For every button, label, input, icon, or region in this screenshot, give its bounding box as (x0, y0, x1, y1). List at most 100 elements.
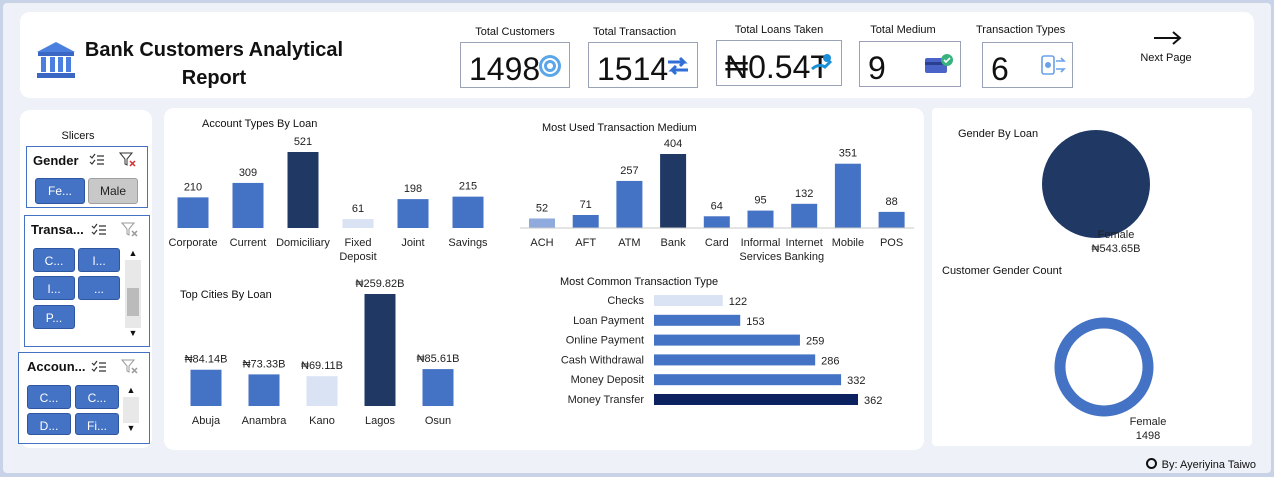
bar (616, 180, 643, 228)
category-label: Deposit (339, 251, 376, 263)
slicer-item[interactable]: C... (33, 248, 75, 272)
data-label: 88 (885, 196, 897, 208)
bank-icon (34, 40, 78, 80)
bar (364, 294, 396, 406)
data-label: 210 (184, 181, 202, 193)
slicer-item[interactable]: I... (33, 276, 75, 300)
slicer-item[interactable]: D... (27, 413, 71, 435)
next-page-arrow-icon[interactable] (1152, 28, 1184, 48)
category-label: Informal (741, 237, 781, 249)
clear-filter-icon[interactable] (118, 152, 137, 173)
bar (747, 210, 774, 228)
category-label: Abuja (192, 415, 221, 427)
category-label: Mobile (832, 237, 864, 249)
category-label: Money Transfer (568, 394, 645, 406)
category-label: ATM (618, 237, 640, 249)
page-title-line1: Bank Customers Analytical (84, 39, 344, 61)
category-label: Services (739, 251, 782, 263)
data-label: ₦73.33B (243, 358, 286, 370)
bar (878, 211, 905, 228)
top-cities-chart: ₦84.14B Abuja ₦73.33B Anambra ₦69.11B Kano ₦25… (185, 278, 460, 427)
kpi-value: 1498 (469, 51, 541, 87)
transaction-slicer-label: Transa... (31, 222, 84, 237)
slicer-item-male[interactable]: Male (88, 178, 138, 204)
slice-category-label: Female (1130, 416, 1167, 428)
data-label: 198 (404, 183, 422, 195)
data-label: 61 (352, 203, 364, 215)
data-label: 259 (806, 336, 824, 348)
slicer-item-female[interactable]: Fe... (35, 178, 85, 204)
category-label: Money Deposit (571, 374, 644, 386)
chart-title-transaction-medium: Most Used Transaction Medium (542, 122, 697, 134)
multi-select-icon[interactable] (91, 360, 107, 379)
category-label: Savings (448, 237, 488, 249)
data-label: ₦259.82B (356, 278, 405, 290)
kpi-value: 9 (868, 50, 886, 86)
category-label: Checks (607, 295, 644, 307)
slicers-title: Slicers (61, 130, 95, 142)
bar (703, 216, 730, 228)
scroll-thumb[interactable] (127, 288, 139, 316)
data-label: 362 (864, 395, 882, 407)
slice-value-label: 1498 (1136, 430, 1160, 442)
category-label: ACH (530, 237, 553, 249)
category-label: Fixed (345, 237, 372, 249)
scroll-down-icon[interactable]: ▼ (125, 328, 141, 340)
slicer-item[interactable]: C... (27, 385, 71, 409)
clear-filter-icon[interactable] (120, 359, 139, 380)
data-label: 95 (754, 195, 766, 207)
bar (654, 394, 858, 405)
kpi-label-total-loans: Total Loans Taken (734, 24, 824, 36)
kpi-label-total-customers: Total Customers (475, 26, 555, 38)
bar (660, 154, 687, 228)
bar (422, 369, 454, 406)
slicer-item[interactable]: I... (78, 248, 120, 272)
category-label: Loan Payment (573, 315, 644, 327)
bar (834, 163, 861, 228)
slicer-scrollbar[interactable]: ▲ ▼ (125, 248, 141, 340)
data-label: ₦85.61B (417, 353, 460, 365)
slicer-item[interactable]: C... (75, 385, 119, 409)
slice-category-label: Female (1098, 229, 1135, 241)
bar (654, 295, 723, 306)
multi-select-icon[interactable] (91, 223, 107, 242)
donut-slice (1054, 317, 1154, 417)
multi-select-icon[interactable] (89, 153, 105, 172)
data-label: ₦84.14B (185, 354, 228, 366)
category-label: Online Payment (566, 335, 644, 347)
data-label: 215 (459, 181, 477, 193)
slicer-item[interactable]: P... (33, 305, 75, 329)
data-label: 122 (729, 296, 747, 308)
transaction-slicer: Transa... C... I... I... ... P... ▲ ▼ (24, 215, 150, 347)
category-label: Bank (661, 237, 687, 249)
scroll-up-icon[interactable]: ▲ (123, 385, 139, 397)
next-page-button[interactable]: Next Page (1140, 52, 1192, 64)
scroll-up-icon[interactable]: ▲ (125, 248, 141, 260)
bar (177, 197, 209, 228)
bar (248, 374, 280, 406)
data-label: 351 (839, 148, 857, 160)
category-label: Domiciliary (276, 237, 330, 249)
scroll-down-icon[interactable]: ▼ (123, 423, 139, 435)
author-credit-text: By: Ayeriyina Taiwo (1161, 459, 1256, 471)
page-title-line2: Report (181, 67, 247, 89)
chart-title-transaction-type: Most Common Transaction Type (560, 276, 719, 288)
kpi-label-total-medium: Total Medium (870, 24, 936, 36)
bar (791, 203, 818, 228)
kpi-total-medium: 9 (859, 41, 961, 87)
category-label: Cash Withdrawal (561, 354, 644, 366)
slicer-item[interactable]: Fi... (75, 413, 119, 435)
kpi-value: 1514 (597, 51, 669, 87)
bar (452, 196, 484, 228)
kpi-total-transaction: 1514 (588, 42, 698, 88)
slicer-scrollbar[interactable]: ▲ ▼ (123, 385, 139, 435)
page-title: Bank Customers Analytical Report (78, 36, 350, 92)
category-label: Lagos (365, 415, 395, 427)
author-credit: By: Ayeriyina Taiwo (1145, 458, 1256, 471)
data-label: 521 (294, 136, 312, 148)
category-label: Current (230, 237, 267, 249)
data-label: 332 (847, 375, 865, 387)
bar (654, 314, 741, 326)
slicer-item[interactable]: ... (78, 276, 120, 300)
clear-filter-icon[interactable] (120, 222, 139, 243)
